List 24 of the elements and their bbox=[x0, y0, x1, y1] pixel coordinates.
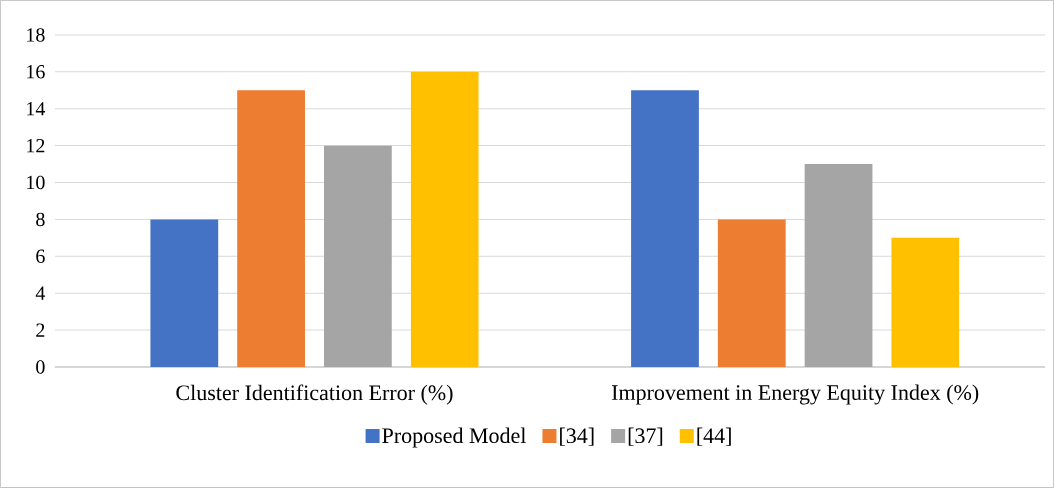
legend-label: [44] bbox=[697, 427, 731, 446]
y-tick-label: 18 bbox=[27, 28, 45, 42]
legend-label: [34] bbox=[560, 427, 594, 446]
x-tick-label: Cluster Identification Error (%) bbox=[176, 384, 453, 405]
y-tick-label: 2 bbox=[36, 323, 45, 337]
legend-label: Proposed Model bbox=[382, 427, 526, 448]
bar bbox=[717, 219, 786, 368]
bar bbox=[804, 164, 873, 368]
bar bbox=[631, 90, 699, 368]
x-tick-label: Improvement in Energy Equity Index (%) bbox=[611, 384, 979, 405]
bar bbox=[323, 145, 392, 368]
y-tick-label: 8 bbox=[36, 212, 45, 227]
bar bbox=[891, 237, 960, 368]
y-tick-label: 4 bbox=[35, 286, 46, 300]
y-tick-label: 0 bbox=[36, 360, 45, 374]
bar bbox=[150, 219, 219, 368]
y-tick-label: 10 bbox=[27, 175, 45, 190]
bar bbox=[410, 71, 479, 368]
y-tick-label: 16 bbox=[27, 65, 45, 79]
y-tick-label: 12 bbox=[27, 139, 45, 153]
y-tick-label: 6 bbox=[36, 249, 45, 264]
y-tick-label: 14 bbox=[27, 102, 46, 116]
bar bbox=[237, 90, 305, 368]
legend-label: [37] bbox=[628, 427, 663, 446]
